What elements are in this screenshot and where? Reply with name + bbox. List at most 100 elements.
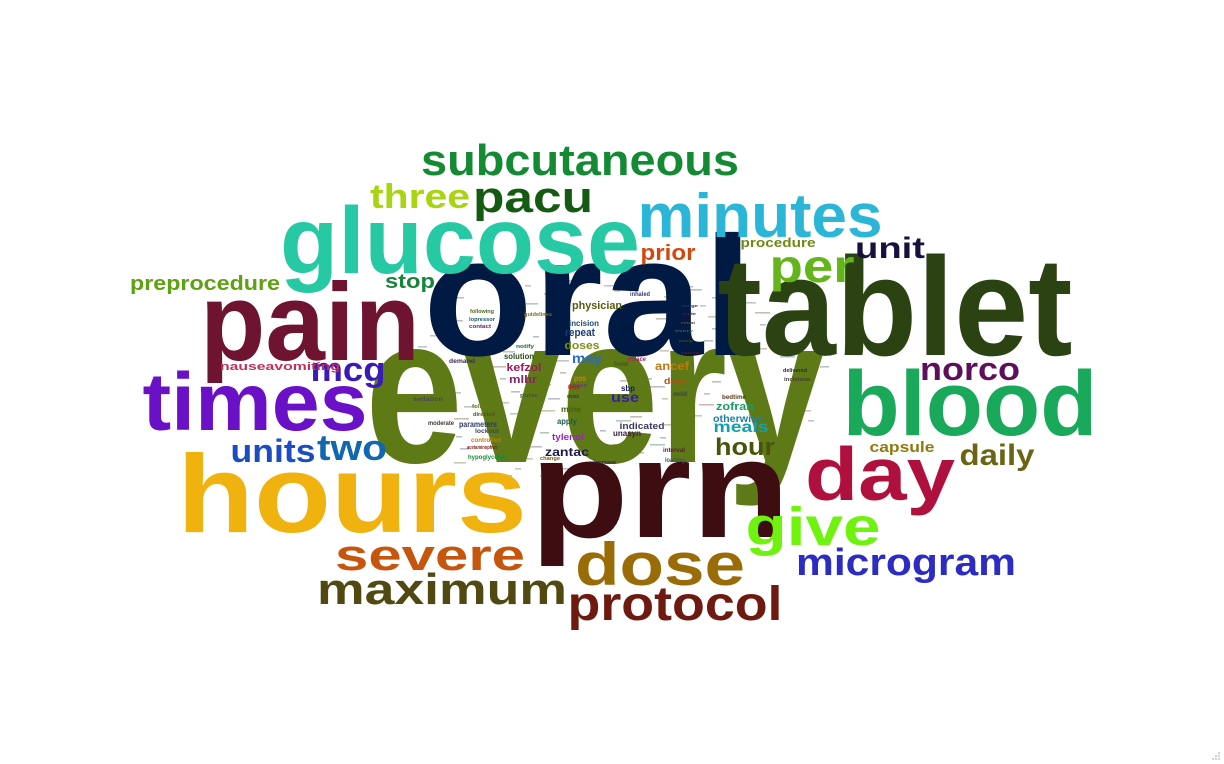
filler-speck [448, 320, 463, 322]
cloud-word: times [143, 357, 368, 448]
cloud-word: every [675, 328, 694, 333]
filler-speck [440, 310, 452, 312]
filler-speck [503, 351, 515, 353]
filler-speck [708, 316, 723, 318]
filler-speck [712, 381, 721, 383]
cloud-word: follow [472, 404, 490, 410]
cloud-word: microgram [796, 542, 1016, 584]
cloud-word: unit [855, 232, 925, 265]
cloud-word: units [231, 433, 316, 469]
filler-speck [712, 328, 724, 330]
cloud-word: tylenol [552, 432, 584, 442]
cloud-word: parameters [459, 420, 497, 429]
cloud-word: contact [469, 324, 491, 330]
filler-speck [755, 348, 767, 350]
filler-speck [704, 393, 710, 395]
filler-speck [560, 372, 566, 374]
filler-speck [600, 430, 606, 432]
cloud-word: demand [449, 359, 475, 365]
filler-speck [709, 352, 715, 354]
cloud-word: nauseavomiting [220, 361, 340, 373]
filler-speck [796, 410, 811, 412]
cloud-word: range [682, 303, 699, 308]
cloud-word: hold [614, 362, 628, 368]
cloud-word: stop [385, 271, 435, 293]
cloud-word: interval [663, 448, 685, 454]
filler-speck [614, 290, 620, 292]
cloud-word: daily [960, 439, 1035, 472]
cloud-word: meals [714, 419, 769, 436]
filler-speck [497, 402, 509, 404]
filler-speck [630, 284, 639, 286]
filler-speck [612, 444, 627, 446]
filler-speck [500, 378, 506, 380]
filler-speck [664, 296, 670, 298]
cloud-word: indicated [620, 421, 665, 431]
filler-speck [455, 297, 464, 299]
cloud-word: blood [843, 353, 1098, 455]
cloud-word: give [746, 497, 881, 557]
filler-speck [540, 432, 549, 434]
filler-speck [640, 410, 649, 412]
cloud-word: hours [177, 433, 527, 556]
filler-speck [555, 468, 570, 470]
cloud-word: prn [530, 410, 790, 567]
filler-speck [454, 462, 466, 464]
filler-speck [590, 471, 596, 473]
filler-speck [780, 356, 795, 358]
cloud-word: loading [665, 458, 685, 464]
filler-speck [452, 392, 461, 394]
filler-speck [513, 320, 525, 322]
filler-speck [800, 360, 806, 362]
filler-speck [604, 285, 619, 287]
filler-speck [456, 436, 462, 438]
filler-speck [650, 444, 665, 446]
cloud-word: mcg [311, 351, 386, 389]
cloud-word: three [370, 178, 470, 216]
cloud-word: zantac [545, 445, 589, 459]
filler-speck [690, 289, 702, 291]
cloud-word: use [611, 389, 639, 405]
filler-speck [620, 380, 629, 382]
filler-speck [650, 386, 665, 388]
cloud-word: following [470, 309, 494, 315]
cloud-word: mlhr [509, 374, 538, 386]
cloud-word: mild [673, 392, 687, 398]
filler-speck [760, 324, 766, 326]
filler-speck [632, 452, 644, 454]
cloud-word: incisiona [784, 377, 810, 383]
cloud-word: repeat [565, 327, 595, 339]
cloud-word: pump [679, 338, 694, 343]
cloud-word: dose [575, 531, 745, 598]
cloud-word: procedure [741, 235, 816, 250]
filler-speck [630, 416, 642, 418]
filler-speck [545, 350, 557, 352]
cloud-word: patient [681, 350, 700, 355]
filler-speck [460, 448, 469, 450]
cloud-word: two [317, 427, 387, 468]
cloud-word: limit [568, 385, 580, 391]
filler-speck [660, 350, 669, 352]
filler-speck [544, 293, 553, 295]
cloud-word: per [770, 240, 855, 292]
filler-speck [499, 339, 508, 341]
cloud-word: hour [715, 434, 775, 461]
cloud-word: delivered [783, 368, 807, 374]
cloud-word: physician [572, 300, 622, 312]
cloud-word: renal [681, 320, 695, 325]
cloud-word: notify [516, 344, 534, 350]
filler-speck [704, 340, 713, 342]
cloud-word: days [664, 376, 688, 386]
cloud-word: lockout [475, 429, 499, 435]
filler-speck [464, 406, 476, 408]
cloud-word: inhaled [630, 292, 650, 298]
filler-speck [770, 336, 779, 338]
cloud-word: sedation [413, 397, 443, 403]
cloud-word: apply [557, 417, 578, 426]
filler-speck [664, 424, 673, 426]
cloud-word: minutes [638, 182, 883, 251]
filler-speck [566, 280, 572, 282]
filler-speck [511, 391, 520, 393]
cloud-word: glucose [280, 188, 640, 294]
filler-speck [548, 398, 560, 400]
